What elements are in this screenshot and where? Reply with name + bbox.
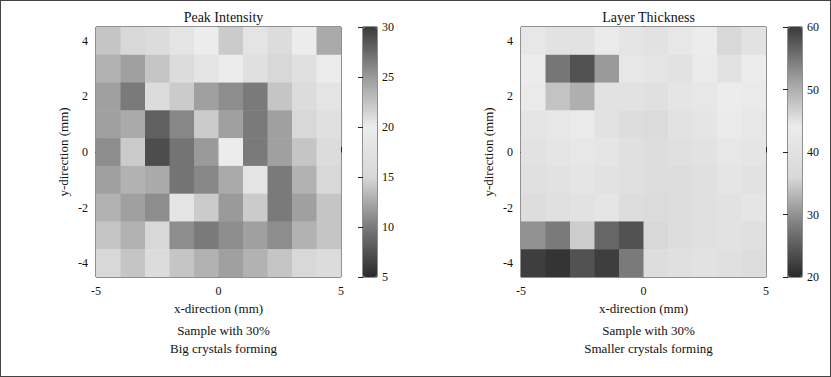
svg-text:40: 40	[807, 145, 819, 159]
svg-text:Smaller crystals forming: Smaller crystals forming	[584, 341, 713, 356]
svg-text:4: 4	[507, 34, 513, 48]
svg-text:50: 50	[807, 83, 819, 97]
svg-text:x-direction (mm): x-direction (mm)	[174, 301, 263, 316]
svg-text:5: 5	[763, 284, 769, 298]
svg-text:20: 20	[382, 120, 394, 134]
svg-text:60: 60	[807, 20, 819, 34]
svg-text:-2: -2	[503, 201, 513, 215]
svg-text:x-direction (mm): x-direction (mm)	[599, 301, 688, 316]
svg-text:y-direction (mm): y-direction (mm)	[56, 107, 71, 196]
svg-text:Layer Thickness: Layer Thickness	[602, 10, 695, 25]
svg-text:2: 2	[507, 89, 513, 103]
svg-text:20: 20	[807, 270, 819, 284]
svg-text:30: 30	[807, 208, 819, 222]
svg-text:0: 0	[507, 145, 513, 159]
svg-text:y-direction (mm): y-direction (mm)	[481, 107, 496, 196]
svg-text:Big crystals forming: Big crystals forming	[170, 341, 277, 356]
svg-text:-4: -4	[503, 256, 513, 270]
svg-text:-4: -4	[78, 256, 88, 270]
svg-text:30: 30	[382, 20, 394, 34]
svg-text:0: 0	[82, 145, 88, 159]
svg-text:-2: -2	[78, 201, 88, 215]
svg-text:Peak Intensity: Peak Intensity	[184, 10, 264, 25]
svg-text:-5: -5	[516, 284, 526, 298]
svg-text:5: 5	[382, 270, 388, 284]
svg-text:25: 25	[382, 70, 394, 84]
svg-text:Sample with 30%: Sample with 30%	[602, 323, 695, 338]
svg-text:4: 4	[82, 34, 88, 48]
svg-text:15: 15	[382, 170, 394, 184]
svg-text:5: 5	[338, 284, 344, 298]
svg-text:2: 2	[82, 89, 88, 103]
svg-text:-5: -5	[91, 284, 101, 298]
svg-text:0: 0	[216, 284, 222, 298]
svg-text:10: 10	[382, 220, 394, 234]
svg-text:0: 0	[641, 284, 647, 298]
svg-text:Sample with 30%: Sample with 30%	[177, 323, 270, 338]
